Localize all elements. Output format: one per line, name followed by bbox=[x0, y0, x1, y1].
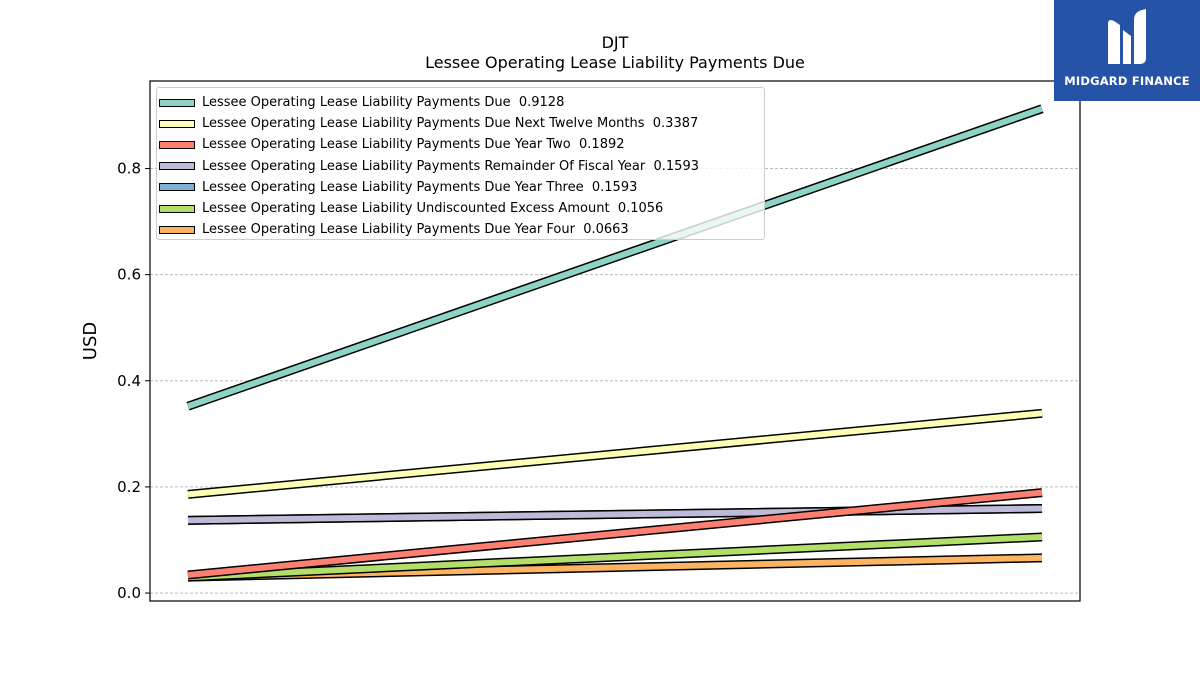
series-line bbox=[186, 104, 1044, 411]
legend-item: Lessee Operating Lease Liability Payment… bbox=[159, 156, 764, 177]
legend-label: Lessee Operating Lease Liability Payment… bbox=[202, 137, 625, 153]
y-tick-label: 0.2 bbox=[117, 478, 141, 496]
brand-name: MIDGARD FINANCE bbox=[1064, 74, 1190, 88]
legend-item: Lessee Operating Lease Liability Undisco… bbox=[159, 198, 764, 219]
legend-swatch bbox=[159, 119, 195, 128]
series-line bbox=[187, 408, 1043, 499]
series-line-fill bbox=[187, 489, 1043, 578]
legend-item: Lessee Operating Lease Liability Payment… bbox=[159, 134, 764, 155]
legend-swatch bbox=[159, 204, 195, 213]
legend-swatch bbox=[159, 162, 195, 171]
brand-logo: MIDGARD FINANCE bbox=[1054, 0, 1200, 101]
legend-swatch bbox=[159, 98, 195, 107]
legend-item: Lessee Operating Lease Liability Payment… bbox=[159, 113, 764, 134]
series-line-fill bbox=[187, 410, 1043, 498]
legend-label: Lessee Operating Lease Liability Payment… bbox=[202, 179, 638, 195]
legend-swatch bbox=[159, 225, 195, 234]
midgard-m-logo-icon bbox=[1108, 9, 1146, 64]
series-line bbox=[187, 532, 1043, 582]
series-line bbox=[187, 488, 1043, 580]
legend-swatch bbox=[159, 183, 195, 192]
series-lines bbox=[186, 104, 1044, 582]
series-line-fill bbox=[187, 534, 1043, 581]
y-tick-label: 0.8 bbox=[117, 160, 141, 178]
legend-label: Lessee Operating Lease Liability Undisco… bbox=[202, 201, 664, 217]
series-line-fill bbox=[187, 105, 1043, 410]
legend-item: Lessee Operating Lease Liability Payment… bbox=[159, 219, 764, 240]
y-tick-label: 0.0 bbox=[117, 584, 141, 602]
plot-frame bbox=[149, 80, 1081, 602]
legend-swatch bbox=[159, 140, 195, 149]
legend-label: Lessee Operating Lease Liability Payment… bbox=[202, 95, 565, 111]
legend-label: Lessee Operating Lease Liability Payment… bbox=[202, 158, 699, 174]
y-tick-label: 0.6 bbox=[117, 266, 141, 284]
legend-item: Lessee Operating Lease Liability Payment… bbox=[159, 92, 764, 113]
chart-subtitle: Lessee Operating Lease Liability Payment… bbox=[425, 53, 805, 72]
y-axis: 0.0 0.2 0.4 0.6 0.8 bbox=[117, 160, 150, 602]
legend-item: Lessee Operating Lease Liability Payment… bbox=[159, 177, 764, 198]
chart-title: DJT bbox=[602, 33, 629, 52]
legend-label: Lessee Operating Lease Liability Payment… bbox=[202, 222, 629, 238]
series-line bbox=[187, 504, 1043, 525]
y-axis-label: USD bbox=[80, 322, 101, 360]
legend-label: Lessee Operating Lease Liability Payment… bbox=[202, 116, 699, 132]
chart-legend: Lessee Operating Lease Liability Payment… bbox=[156, 87, 765, 240]
y-tick-label: 0.4 bbox=[117, 372, 141, 390]
